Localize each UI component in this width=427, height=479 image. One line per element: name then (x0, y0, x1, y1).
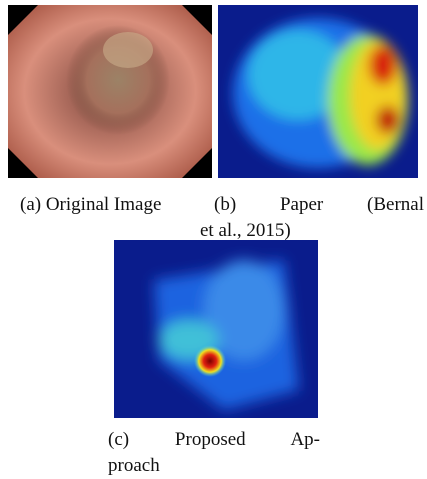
caption-line: (b) Paper (Bernal (214, 192, 424, 218)
original-image (8, 5, 212, 178)
figure: (a) Original Image (b) Paper (Bernal et … (0, 0, 427, 479)
caption-line: et al., 2015) (200, 218, 424, 244)
caption-line: proach (108, 453, 320, 479)
caption-line: (a) Original Image (20, 192, 206, 218)
bernal-heatmap (218, 5, 418, 178)
caption-a: (a) Original Image (20, 192, 206, 218)
caption-line: (c) Proposed Ap- (108, 427, 320, 453)
proposed-heatmap (114, 240, 318, 418)
caption-c: (c) Proposed Ap- proach (108, 427, 320, 479)
caption-b: (b) Paper (Bernal et al., 2015) (214, 192, 424, 244)
